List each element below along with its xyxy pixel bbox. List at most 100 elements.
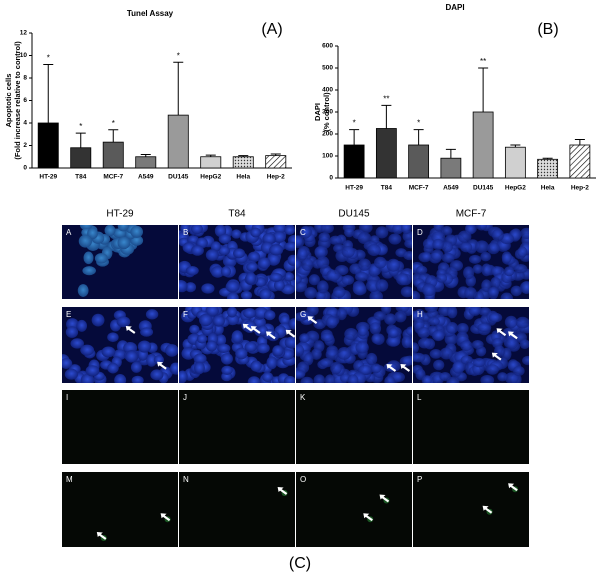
nucleus (287, 254, 295, 266)
nucleus (130, 361, 142, 373)
image-background (296, 390, 412, 464)
y-tick-label: 2 (23, 142, 27, 149)
bar (440, 157, 462, 179)
significance-label: ** (480, 57, 486, 66)
panel-letter: A (66, 228, 72, 237)
arrow-head (508, 483, 515, 489)
micrograph: A (62, 225, 178, 299)
nucleus (212, 315, 225, 327)
nucleus (104, 225, 116, 237)
nucleus (488, 312, 503, 323)
nucleus (263, 310, 276, 321)
x-tick-label: T84 (75, 174, 87, 181)
nucleus (477, 322, 492, 332)
nucleus (504, 315, 518, 329)
micrograph: K (296, 390, 412, 464)
nucleus (87, 227, 98, 240)
nucleus (78, 234, 92, 248)
nucleus (313, 374, 326, 383)
nucleus (218, 233, 232, 244)
nucleus (62, 358, 73, 369)
nucleus (85, 365, 100, 377)
bar (135, 156, 157, 169)
nucleus (521, 281, 529, 294)
nucleus (400, 286, 412, 298)
significance-label: * (112, 119, 115, 128)
nucleus (513, 264, 528, 274)
nucleus (429, 349, 443, 359)
nucleus (326, 269, 341, 282)
nucleus (405, 326, 412, 336)
significance-label: * (417, 119, 420, 128)
nucleus (145, 309, 159, 320)
nucleus (501, 251, 512, 264)
x-tick-label: Hep-2 (267, 174, 285, 181)
arrow-head (96, 532, 103, 537)
nucleus (413, 352, 426, 363)
error-bar (542, 157, 553, 160)
nucleus (503, 266, 515, 277)
nucleus (247, 376, 261, 383)
nucleus (250, 227, 261, 238)
nucleus (463, 266, 475, 280)
nucleus (299, 333, 310, 343)
nucleus (179, 280, 188, 293)
x-tick-label: Hela (236, 174, 250, 181)
nucleus (433, 359, 445, 371)
nucleus (375, 279, 389, 292)
arrow-head (482, 505, 489, 511)
nucleus (384, 313, 397, 325)
y-tick-label: 200 (322, 131, 333, 138)
nucleus (505, 337, 518, 350)
nucleus (475, 240, 489, 254)
error-bar (381, 104, 392, 129)
nucleus (210, 241, 221, 252)
nucleus (262, 232, 276, 245)
nucleus (266, 356, 278, 370)
nucleus (416, 265, 428, 275)
nucleus (310, 348, 322, 360)
y-tick-label: 600 (322, 43, 333, 50)
nucleus (256, 343, 270, 354)
nucleus (358, 258, 371, 271)
error-bar (238, 155, 249, 157)
nucleus (206, 340, 218, 352)
nucleus (413, 290, 421, 299)
nucleus (101, 346, 116, 358)
error-bar (478, 67, 489, 112)
nucleus (306, 307, 319, 316)
nucleus (299, 225, 312, 239)
nucleus (513, 365, 525, 377)
nucleus (452, 360, 465, 374)
bar (232, 156, 254, 169)
cells (413, 225, 529, 299)
nucleus (296, 258, 302, 270)
nucleus (447, 307, 458, 319)
nucleus (392, 225, 404, 235)
error-bar (108, 129, 119, 143)
micrograph: I (62, 390, 178, 464)
nucleus (308, 274, 320, 286)
bar (167, 114, 189, 169)
nucleus (439, 372, 451, 382)
nucleus (217, 343, 231, 354)
nucleus (314, 245, 328, 258)
y-tick-label: 4 (23, 120, 27, 127)
x-tick-label: HepG2 (200, 174, 221, 181)
panel-letter: O (300, 475, 306, 484)
nucleus (436, 273, 448, 283)
panel-label: (C) (289, 555, 311, 572)
column-header: HT-29 (106, 209, 134, 220)
x-tick-label: A549 (443, 185, 459, 192)
significance-label: * (353, 119, 356, 128)
nucleus (369, 290, 383, 299)
nucleus (196, 334, 208, 344)
error-bar (510, 144, 521, 148)
image-background (179, 472, 295, 547)
nucleus (225, 280, 240, 293)
bar (70, 147, 92, 169)
image-background (179, 390, 295, 464)
bar (102, 141, 124, 169)
nucleus (403, 250, 412, 261)
nucleus (336, 307, 347, 321)
